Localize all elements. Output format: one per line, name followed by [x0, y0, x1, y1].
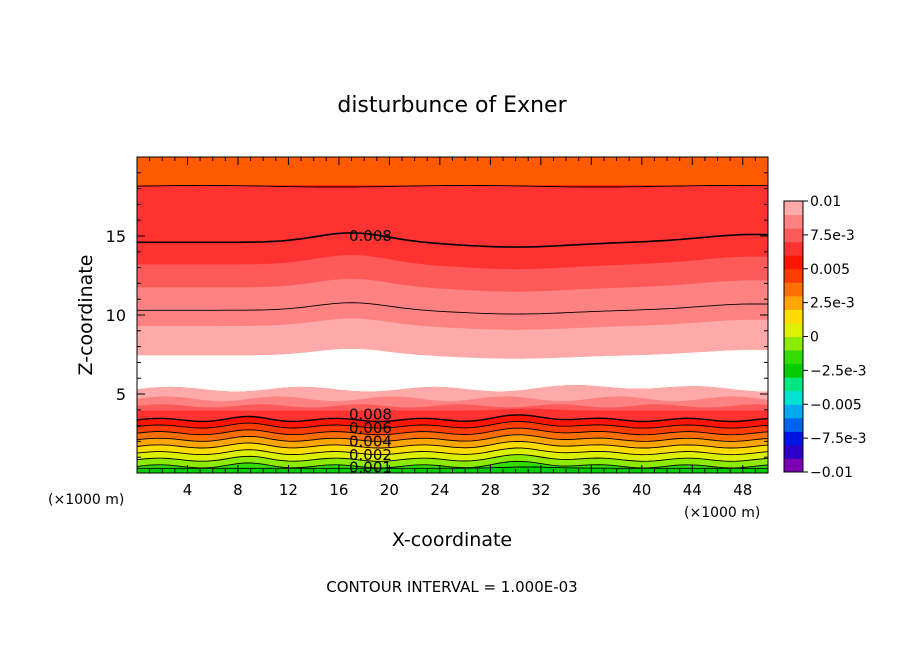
colorbar-swatch: [784, 268, 803, 283]
band-max: [137, 348, 768, 392]
contour-lower-0.008: [137, 414, 768, 423]
colorbar-swatch: [784, 350, 803, 365]
contour-lower-0.001: [137, 460, 768, 469]
colorbar-label: −0.005: [810, 397, 862, 413]
colorbar-swatch: [784, 255, 803, 270]
x-tick-label: 20: [380, 481, 399, 499]
colorbar-swatch: [784, 228, 803, 243]
contour-label: 0.004: [349, 432, 392, 450]
colorbar-label: 0: [810, 330, 819, 346]
contour-lower-0.004: [137, 440, 768, 449]
colorbar-swatch: [784, 214, 803, 229]
colorbar-swatch: [784, 377, 803, 392]
colorbar-swatch: [784, 201, 803, 216]
contour-interval-footer: CONTOUR INTERVAL = 1.000E-03: [326, 578, 577, 596]
x-tick-label: 28: [481, 481, 500, 499]
colorbar-label: −2.5e-3: [810, 363, 867, 379]
colorbar-label: 0.01: [810, 194, 841, 210]
colorbar-swatch: [784, 241, 803, 256]
colorbar-swatch: [784, 282, 803, 297]
colorbar-swatch: [784, 431, 803, 446]
colorbar-swatch: [784, 404, 803, 419]
contour-upper-top: [137, 184, 768, 188]
colorbar-label: 7.5e-3: [810, 228, 855, 244]
colorbar-swatch: [784, 295, 803, 310]
x-tick-label: 12: [279, 481, 298, 499]
contour-upper-0.009: [137, 302, 768, 315]
colorbar-label: −7.5e-3: [810, 431, 867, 447]
colorbar-swatch: [784, 390, 803, 405]
colorbar-swatch: [784, 363, 803, 378]
contour-lower-0.007: [137, 421, 768, 429]
contour-label: 0.008: [349, 406, 392, 424]
contour-label: 0.002: [349, 446, 392, 464]
contour-label: 0.008: [349, 227, 392, 245]
colorbar-label: −0.01: [810, 465, 853, 481]
colorbar-swatch: [784, 336, 803, 351]
contour-lower-0.003: [137, 447, 768, 456]
contour-lower-0.002: [137, 454, 768, 462]
colorbar-swatch: [784, 309, 803, 324]
colorbar: 0.01 7.5e-3 0.005 2.5e-3 0 −2.5e-3 −0.005 −7.5e…: [783, 194, 867, 481]
contour-line-layer: [137, 184, 768, 469]
contour-label: 0.006: [349, 419, 392, 437]
y-tick-label: 10: [106, 306, 126, 325]
x-tick-label: 8: [233, 481, 243, 499]
x-unit-left: (×1000 m): [48, 492, 124, 508]
colorbar-swatch: [784, 458, 803, 473]
x-tick-label: 32: [531, 481, 550, 499]
contour-upper-0.008: [137, 232, 768, 248]
colorbar-swatch: [784, 444, 803, 459]
x-tick-label: 4: [183, 481, 193, 499]
x-tick-label: 44: [683, 481, 702, 499]
colorbar-label: 0.005: [810, 262, 850, 278]
colorbar-swatch: [784, 322, 803, 337]
y-axis-label: Z-coordinate: [75, 255, 97, 376]
colorbar-swatch: [784, 417, 803, 432]
chart-title: disturbunce of Exner: [337, 93, 567, 118]
x-tick-label: 48: [733, 481, 752, 499]
colorbar-label: 2.5e-3: [810, 296, 855, 312]
x-axis: 4 8 12 16 20 24 28 32 36 40 44 48: [149, 157, 756, 499]
contour-lower-0.005: [137, 434, 768, 442]
x-unit-right: (×1000 m): [684, 505, 760, 521]
x-tick-label: 24: [430, 481, 449, 499]
y-tick-label: 5: [116, 385, 126, 404]
y-axis: 5 10 15: [106, 172, 768, 458]
x-tick-label: 16: [329, 481, 348, 499]
x-tick-label: 40: [632, 481, 651, 499]
x-axis-label: X-coordinate: [392, 529, 512, 551]
band-cap: [137, 157, 768, 186]
contour-lower-0.006: [137, 427, 768, 436]
y-tick-label: 15: [106, 227, 126, 246]
contour-lower-0: [137, 466, 768, 469]
x-tick-label: 36: [582, 481, 601, 499]
contour-label: 0.001: [349, 458, 392, 476]
